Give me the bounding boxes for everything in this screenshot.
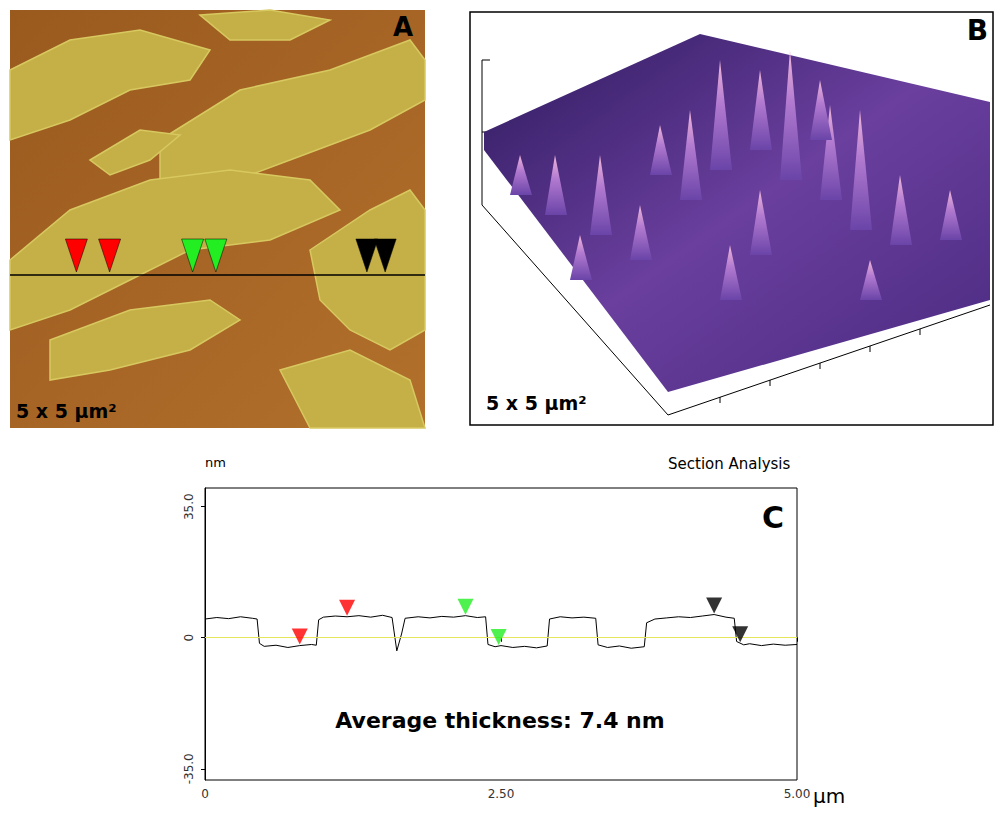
- svg-text:5 x 5 μm²: 5 x 5 μm²: [486, 392, 587, 414]
- html-text:μm: μm: [813, 784, 846, 808]
- svg-text:35.0: 35.0: [182, 493, 196, 520]
- svg-text:B: B: [967, 14, 988, 47]
- html-text:Section Analysis: Section Analysis: [668, 455, 791, 473]
- svg-text:0: 0: [182, 634, 196, 642]
- html-text:C: C: [762, 500, 784, 535]
- svg-text:5.00: 5.00: [784, 787, 811, 801]
- svg-text:A: A: [393, 12, 413, 42]
- svg-text:-35.0: -35.0: [182, 753, 196, 784]
- html-text:nm: nm: [205, 455, 226, 470]
- svg-text:5 x 5 μm²: 5 x 5 μm²: [16, 400, 117, 422]
- svg-text:0: 0: [201, 787, 209, 801]
- html-text:Average thickness: 7.4 nm: Average thickness: 7.4 nm: [335, 708, 665, 733]
- svg-text:2.50: 2.50: [488, 787, 515, 801]
